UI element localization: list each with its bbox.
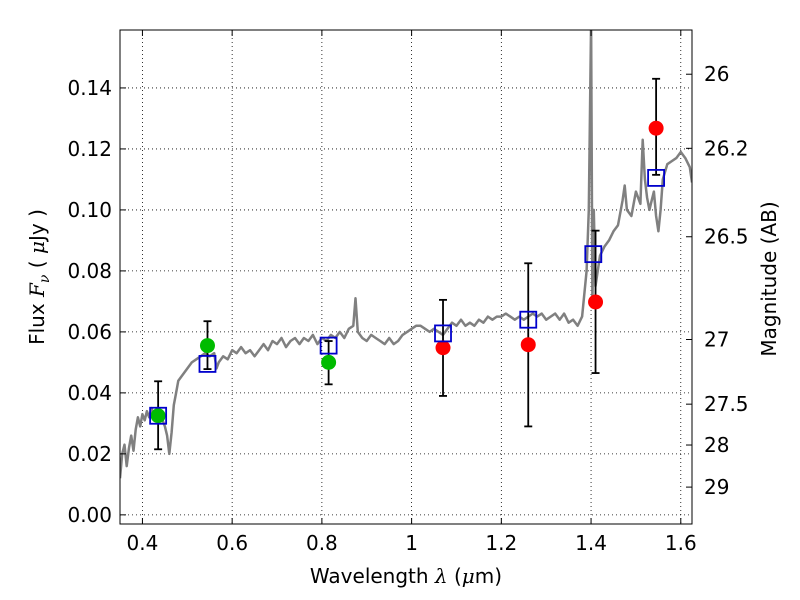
x-tick-label: 0.6	[216, 531, 248, 555]
green-data-point	[199, 338, 215, 354]
y2-tick-label: 27	[704, 328, 729, 352]
red-data-point	[648, 120, 664, 136]
y-tick-label: 0.12	[67, 137, 112, 161]
y-tick-label: 0.00	[67, 503, 112, 527]
red-data-point	[520, 337, 536, 353]
x-tick-label: 1.6	[665, 531, 697, 555]
y2-axis-label: Magnitude (AB)	[757, 201, 781, 356]
y-axis-label-mu: μ	[25, 241, 49, 254]
y-axis-label-nu: ν	[37, 274, 53, 283]
x-tick-label: 1.4	[575, 531, 607, 555]
model-square	[519, 310, 538, 329]
ticks: 0.4 0.6 0.8 1 1.2 1.4 1.6 0.00 0.02 0.04 0.06 0.08 0…	[67, 30, 749, 555]
model-square	[319, 336, 338, 355]
model-square	[434, 324, 452, 343]
y2-tick-label: 26	[704, 62, 729, 86]
y-tick-label: 0.10	[67, 198, 112, 222]
model-square	[198, 355, 217, 373]
spectrum-line	[120, 30, 692, 479]
x-tick-label: 1	[405, 531, 418, 555]
plot-frame	[119, 29, 693, 525]
data-layer	[120, 30, 692, 479]
x-tick-label: 1.2	[485, 531, 517, 555]
y-tick-label: 0.04	[67, 381, 112, 405]
red-data-point	[588, 294, 604, 310]
x-axis-label-mu: μ	[462, 564, 475, 588]
y-axis-label-open: (	[25, 254, 49, 275]
y-axis-label-f: F	[25, 282, 49, 298]
x-tick-label: 0.8	[306, 531, 338, 555]
green-data-point	[150, 408, 166, 424]
y2-tick-label: 26.5	[704, 225, 749, 249]
y-tick-label: 0.08	[67, 259, 112, 283]
y-tick-label: 0.14	[67, 76, 112, 100]
y2-tick-label: 26.2	[704, 136, 749, 160]
model-square	[149, 406, 168, 425]
y-axis-label-unit: Jy )	[25, 209, 49, 243]
y2-tick-label: 27.5	[704, 392, 749, 416]
model-square	[647, 168, 666, 187]
x-tick-label: 0.4	[127, 531, 159, 555]
x-axis-label: Wavelength λ (μm)	[310, 564, 502, 588]
y-axis-label-text: Flux	[25, 297, 49, 345]
plot-area	[120, 30, 692, 524]
green-data-point	[321, 354, 337, 370]
y-tick-label: 0.02	[67, 442, 112, 466]
x-axis-label-lambda: λ	[434, 564, 448, 588]
x-axis-label-text: Wavelength	[310, 564, 435, 588]
y2-tick-label: 29	[704, 475, 729, 499]
y-axis-label: Flux Fν ( μJy )	[25, 209, 53, 345]
y-tick-label: 0.06	[67, 320, 112, 344]
y2-tick-label: 28	[704, 433, 729, 457]
x-axis-label-unit: m)	[475, 564, 502, 588]
model-square	[584, 245, 603, 264]
red-data-point	[435, 340, 451, 356]
x-axis-label-open: (	[448, 564, 462, 588]
